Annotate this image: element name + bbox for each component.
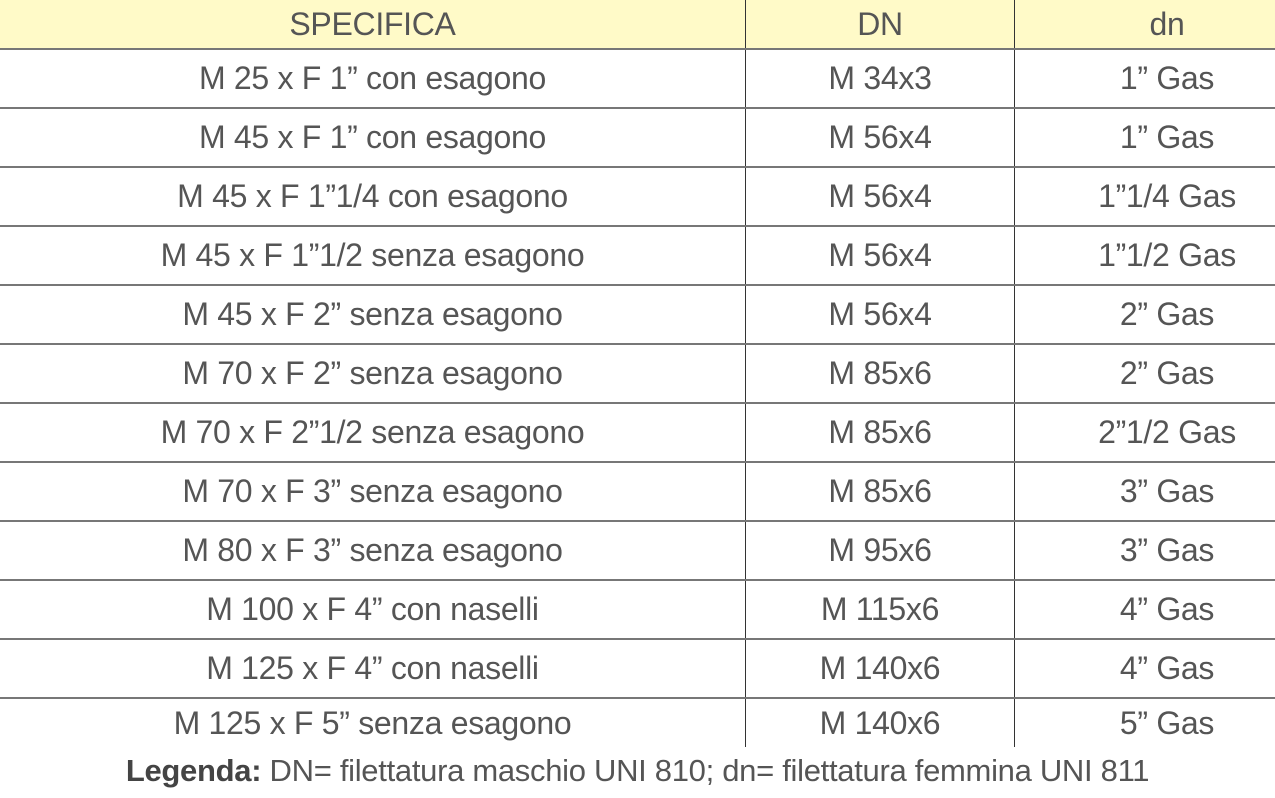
cell-specifica: M 45 x F 1” con esagono (0, 108, 746, 168)
header-specifica: SPECIFICA (0, 0, 746, 50)
cell-dn-male: M 140x6 (745, 698, 1015, 747)
cell-dn-female: 1” Gas (1014, 108, 1275, 168)
cell-dn-male: M 140x6 (745, 639, 1015, 699)
cell-specifica: M 125 x F 4” con naselli (0, 639, 746, 699)
table-row: M 45 x F 1” con esagono M 56x4 1” Gas (0, 108, 1275, 168)
cell-specifica: M 70 x F 2” senza esagono (0, 344, 746, 404)
cell-dn-male: M 56x4 (745, 285, 1015, 345)
spec-table: SPECIFICA DN dn M 25 x F 1” con esagono M… (0, 0, 1275, 747)
header-dn-male: DN (745, 0, 1015, 50)
table-row: M 100 x F 4” con naselli M 115x6 4” Gas (0, 580, 1275, 640)
table-header-row: SPECIFICA DN dn (0, 0, 1275, 50)
table-row: M 25 x F 1” con esagono M 34x3 1” Gas (0, 49, 1275, 109)
cell-dn-male: M 34x3 (745, 49, 1015, 109)
cell-dn-female: 1” Gas (1014, 49, 1275, 109)
cell-dn-female: 2” Gas (1014, 344, 1275, 404)
table-row: M 45 x F 1”1/2 senza esagono M 56x4 1”1/2 … (0, 226, 1275, 286)
header-dn-female: dn (1014, 0, 1275, 50)
cell-dn-female: 1”1/2 Gas (1014, 226, 1275, 286)
cell-specifica: M 70 x F 3” senza esagono (0, 462, 746, 522)
cell-dn-male: M 56x4 (745, 108, 1015, 168)
cell-specifica: M 100 x F 4” con naselli (0, 580, 746, 640)
legend-label: Legenda: (125, 753, 262, 788)
table-row: M 70 x F 2”1/2 senza esagono M 85x6 2”1/2 … (0, 403, 1275, 463)
cell-specifica: M 80 x F 3” senza esagono (0, 521, 746, 581)
cell-dn-female: 4” Gas (1014, 639, 1275, 699)
table-row: M 45 x F 1”1/4 con esagono M 56x4 1”1/4 Ga… (0, 167, 1275, 227)
cell-dn-female: 1”1/4 Gas (1014, 167, 1275, 227)
cell-dn-female: 4” Gas (1014, 580, 1275, 640)
cell-dn-male: M 85x6 (745, 344, 1015, 404)
cell-dn-male: M 56x4 (745, 167, 1015, 227)
legend: Legenda: DN= filettatura maschio UNI 810… (0, 753, 1275, 789)
cell-dn-female: 2” Gas (1014, 285, 1275, 345)
cell-dn-female: 5” Gas (1014, 698, 1275, 747)
table-row: M 125 x F 5” senza esagono M 140x6 5” Gas (0, 698, 1275, 747)
cell-specifica: M 45 x F 2” senza esagono (0, 285, 746, 345)
legend-text: DN= filettatura maschio UNI 810; dn= fil… (261, 753, 1150, 788)
cell-dn-male: M 56x4 (745, 226, 1015, 286)
cell-specifica: M 45 x F 1”1/2 senza esagono (0, 226, 746, 286)
table-row: M 70 x F 2” senza esagono M 85x6 2” Gas (0, 344, 1275, 404)
table-row: M 125 x F 4” con naselli M 140x6 4” Gas (0, 639, 1275, 699)
cell-dn-male: M 85x6 (745, 462, 1015, 522)
table-row: M 45 x F 2” senza esagono M 56x4 2” Gas (0, 285, 1275, 345)
cell-specifica: M 25 x F 1” con esagono (0, 49, 746, 109)
cell-dn-female: 3” Gas (1014, 462, 1275, 522)
cell-specifica: M 125 x F 5” senza esagono (173, 704, 572, 741)
cell-specifica: M 70 x F 2”1/2 senza esagono (0, 403, 746, 463)
table-row: M 80 x F 3” senza esagono M 95x6 3” Gas (0, 521, 1275, 581)
cell-dn-male: M 115x6 (745, 580, 1015, 640)
cell-dn-female: 3” Gas (1014, 521, 1275, 581)
cell-dn-male: M 95x6 (745, 521, 1015, 581)
cell-specifica: M 45 x F 1”1/4 con esagono (0, 167, 746, 227)
cell-dn-female: 2”1/2 Gas (1014, 403, 1275, 463)
table-row: M 70 x F 3” senza esagono M 85x6 3” Gas (0, 462, 1275, 522)
cell-dn-male: M 85x6 (745, 403, 1015, 463)
